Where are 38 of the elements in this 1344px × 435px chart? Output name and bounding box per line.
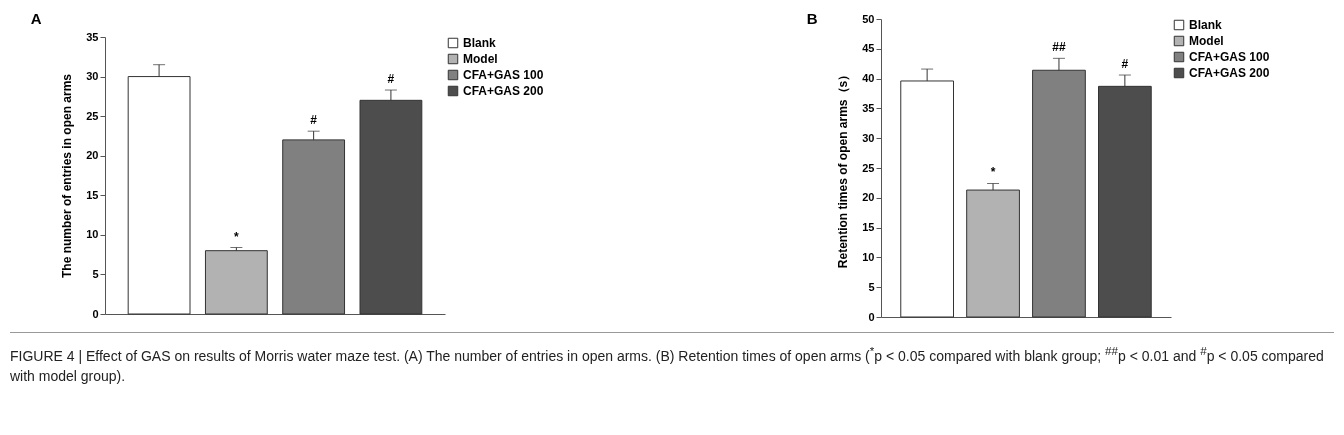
y-tick-label: 0	[868, 310, 875, 323]
y-tick-label: 30	[862, 131, 875, 144]
legend-label: Blank	[1189, 18, 1222, 32]
annotation: #	[387, 72, 395, 87]
y-tick-label: 45	[862, 42, 875, 55]
y-tick-label: 15	[862, 221, 875, 234]
annotation: *	[234, 229, 240, 244]
y-tick-label: 35	[86, 30, 99, 43]
y-tick-label: 30	[86, 70, 99, 83]
legend-label: CFA+GAS 100	[463, 68, 544, 82]
text: FIGURE 4 | Effect of GAS on results of Morris water maze test. (A) The number of entries in open arms. (B) Retention times of open arms ($^{*}$p < 0.05 compared with blank group; $^{##}$p < 0.01 and $^{#}$p < 0.05 compared with model group).	[10, 344, 1324, 384]
legend-label: Blank	[463, 36, 496, 50]
y-tick-label: 25	[862, 161, 875, 174]
chart-title: A	[30, 10, 42, 27]
y-tick-label: 50	[862, 12, 875, 25]
legend-label: Model	[1189, 34, 1224, 48]
legend-label: CFA+GAS 200	[1189, 66, 1270, 80]
annotation: #	[310, 113, 318, 128]
annotation: *	[990, 165, 996, 180]
y-tick-label: 0	[92, 307, 99, 320]
legend-label: Model	[463, 52, 498, 66]
y-tick-label: 20	[862, 191, 875, 204]
y-tick-label: 25	[86, 109, 99, 122]
y-tick-label: 20	[86, 149, 99, 162]
y-axis-title: Retention times of open arms（s）	[836, 68, 851, 269]
chart-title: B	[806, 10, 818, 27]
legend-label: CFA+GAS 200	[463, 84, 544, 98]
annotation: #	[1121, 57, 1129, 72]
y-tick-label: 5	[868, 280, 875, 293]
legend-label: CFA+GAS 100	[1189, 50, 1270, 64]
y-tick-label: 5	[92, 267, 99, 280]
y-tick-label: 35	[862, 101, 875, 114]
y-tick-label: 15	[86, 188, 99, 201]
y-axis-title: The number of entries in open arms	[60, 73, 75, 279]
annotation: ##	[1052, 40, 1066, 55]
y-tick-label: 10	[86, 228, 99, 241]
y-tick-label: 10	[862, 250, 875, 263]
y-tick-label: 40	[862, 72, 875, 85]
